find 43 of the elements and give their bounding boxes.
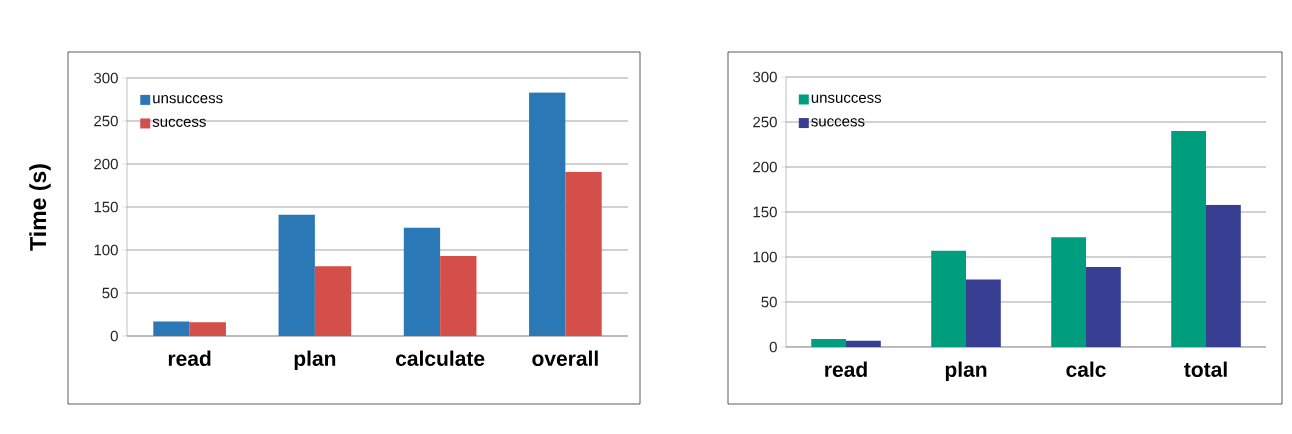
x-tick-label: overall [532,350,598,366]
bar [811,338,847,347]
y-tick-label: 150 [94,201,118,213]
bar [440,256,477,336]
y-tick-label: 300 [94,72,118,84]
y-tick-label: 0 [110,330,118,342]
bar [1086,266,1121,347]
y-tick-label: 100 [94,244,118,256]
bar [153,321,190,336]
legend-label: unsuccess [153,95,223,104]
legend-label: success [811,118,865,127]
y-tick-label: 250 [94,115,118,127]
bar [403,227,441,336]
y-tick-label: 250 [753,116,777,128]
y-tick-label: 200 [94,158,118,170]
y-tick-label: 0 [769,341,777,353]
bar [1206,204,1241,347]
bar [1171,131,1207,347]
bar [278,214,315,336]
bar [1051,237,1087,347]
x-tick-label: calc [1066,361,1106,377]
bar [529,92,566,336]
y-tick-label: 50 [761,296,777,308]
x-tick-label: read [168,350,211,366]
y-axis-title: Time (s) [29,164,51,251]
y-tick-label: 200 [753,161,777,173]
x-tick-label: plan [294,350,336,371]
x-tick-label: read [825,361,867,377]
y-tick-label: 150 [753,206,777,218]
x-tick-label: plan [945,361,987,382]
legend-label: unsuccess [811,94,882,103]
y-tick-label: 300 [753,71,777,83]
bar [314,266,352,336]
x-tick-label: calculate [396,350,485,366]
bar [966,279,1001,347]
bar [189,322,226,336]
y-tick-label: 50 [102,287,118,299]
legend-label: success [152,118,206,127]
bar [846,340,881,347]
bar [565,171,602,336]
y-tick-label: 100 [753,251,777,263]
x-tick-label: total [1184,361,1227,377]
bar [931,250,967,347]
